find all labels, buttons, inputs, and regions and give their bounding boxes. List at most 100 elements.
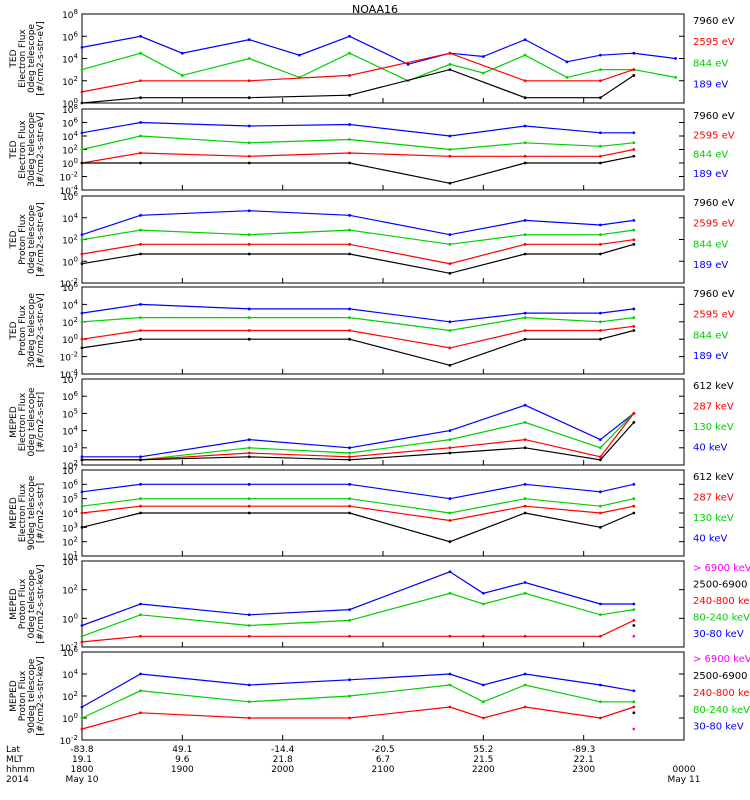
data-point [139, 634, 142, 638]
y-axis-label: TEDElectron Flux0deg telescope[#/cm2-s-s… [9, 21, 46, 96]
x-tick-mlt: 6.7 [376, 755, 390, 765]
data-point [80, 716, 84, 720]
y-axis-label-line: TED [9, 140, 19, 159]
panel-3: 106 104 102 100 10-2 TEDProton Flux0deg teles… [9, 190, 735, 290]
y-axis-label-line: 30deg telescope [27, 112, 37, 187]
series-line-130-kev [81, 498, 634, 514]
data-point [448, 154, 452, 158]
data-point [348, 307, 351, 311]
data-point [80, 624, 84, 627]
data-point [598, 446, 602, 450]
y-tick-label: 103 [62, 442, 78, 455]
x-row-label: hhmm [6, 765, 35, 775]
panel-frame [81, 13, 685, 104]
y-axis-label-line: 90deg telescope [27, 475, 37, 550]
data-point [348, 511, 351, 515]
data-point [523, 316, 527, 320]
y-axis-label-line: Proton Flux [18, 214, 28, 265]
data-point [139, 34, 142, 38]
data-point [523, 79, 527, 83]
data-point [448, 329, 452, 332]
x-tick-lat: 49.1 [172, 745, 192, 755]
y-axis-label-line: MEPED [9, 497, 19, 529]
data-point [348, 504, 351, 508]
y-axis-label-line: [#/cm2-s-str-eV] [36, 202, 46, 277]
y-tick-label: 10-4 [60, 184, 79, 197]
data-point [632, 700, 636, 704]
y-axis-label-line: TED [9, 321, 19, 340]
data-point [523, 403, 527, 407]
data-point [598, 525, 602, 529]
data-point [448, 438, 452, 441]
data-point [80, 45, 84, 49]
legend-entry: 844 eV [693, 239, 728, 250]
data-point [523, 420, 527, 424]
x-row-label: 2014 [6, 775, 29, 785]
legend-entry: > 6900 keV [693, 654, 750, 665]
y-axis-label: MEPEDProton Flux90deg telescope[#/cm2-s-… [9, 656, 46, 735]
data-point [598, 329, 602, 332]
legend-entry: 2500-6900 [693, 671, 748, 682]
data-point [348, 252, 351, 256]
legend-entry: 30-80 keV [693, 722, 744, 733]
data-point [139, 134, 142, 138]
data-point [348, 451, 351, 455]
y-tick-label: 106 [62, 478, 78, 491]
y-tick-label: 100 [62, 157, 78, 170]
data-point [247, 124, 251, 128]
y-axis-label-line: TED [9, 49, 19, 68]
panel-frame [81, 108, 685, 191]
data-point [139, 51, 142, 55]
data-point [348, 93, 351, 97]
y-tick-label: 102 [62, 690, 78, 703]
data-point [247, 161, 251, 165]
data-point [632, 68, 636, 72]
data-point [80, 346, 84, 350]
panel-frame [81, 560, 685, 648]
data-point [632, 74, 636, 77]
panel-1: 108 106 104 102 100 TEDElectron Flux0deg tele… [9, 8, 735, 110]
legend-entry: 80-240 keV [693, 613, 750, 624]
data-point [80, 511, 84, 515]
y-axis-label-line: [#/cm2-s-str-eV] [36, 21, 46, 96]
data-point [348, 618, 351, 622]
data-point [139, 337, 142, 341]
data-point [481, 716, 485, 720]
x-tick-mlt: 22.1 [574, 755, 594, 765]
legend-entry: 189 eV [693, 169, 728, 180]
data-point [348, 151, 351, 155]
data-point [448, 51, 452, 55]
x-tick-mlt: 21.8 [273, 755, 293, 765]
data-point [632, 689, 636, 693]
data-point [80, 727, 84, 731]
x-tick-hhmm: 0000 [673, 765, 696, 775]
legend-entry: 2595 eV [693, 37, 735, 48]
y-tick-label: 106 [62, 281, 78, 294]
data-point [598, 458, 602, 462]
series-line-2595-ev [81, 52, 634, 93]
y-tick-label: 101 [62, 550, 78, 563]
legend-entry: 287 keV [693, 492, 734, 503]
data-point [247, 700, 251, 704]
data-point [180, 74, 184, 77]
data-point [632, 608, 636, 612]
legend-entry: 40 keV [693, 533, 727, 544]
legend-entry: 80-240 keV [693, 705, 750, 716]
y-tick-label: 104 [62, 507, 78, 520]
data-point [598, 131, 602, 135]
data-point [632, 711, 636, 715]
data-point [598, 242, 602, 246]
x-tick-mlt: 9.6 [175, 755, 190, 765]
data-point [448, 497, 452, 501]
data-point [448, 511, 452, 515]
y-tick-label: 104 [62, 130, 78, 143]
data-point [598, 96, 602, 100]
series-line-240-800-kev [81, 706, 634, 730]
data-point [247, 446, 251, 450]
data-point [448, 519, 452, 522]
panel-7: 104 102 100 10-2 MEPEDProton Flux0deg telesc… [9, 555, 750, 654]
data-point [632, 618, 636, 622]
series-line-612-kev [82, 422, 635, 461]
data-point [247, 613, 251, 617]
